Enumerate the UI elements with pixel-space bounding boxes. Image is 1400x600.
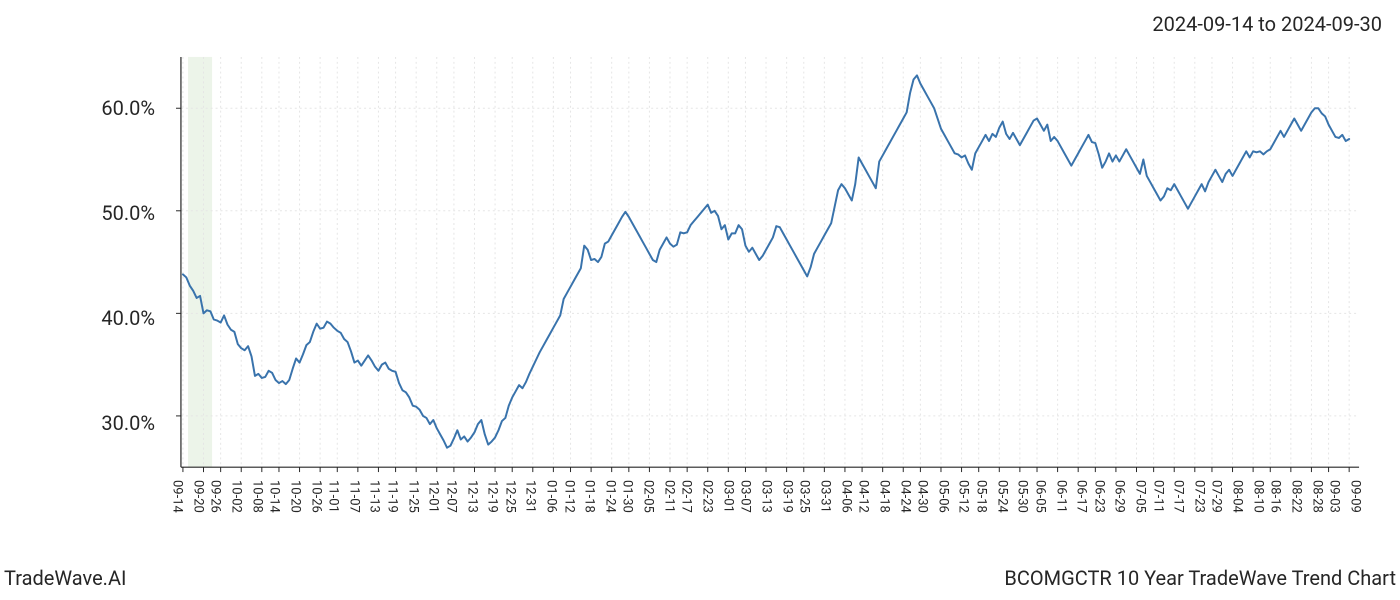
x-tick-label: 02-11 <box>661 480 676 513</box>
x-tick-label: 12-31 <box>523 480 538 513</box>
date-range-label: 2024-09-14 to 2024-09-30 <box>1152 12 1382 36</box>
x-tick-label: 06-29 <box>1112 480 1127 513</box>
x-tick-label: 08-16 <box>1268 480 1283 513</box>
x-tick-label: 12-13 <box>464 480 479 513</box>
y-tick-label: 50.0% <box>101 201 155 225</box>
x-tick-label: 06-23 <box>1091 480 1106 513</box>
x-tick-label: 04-12 <box>856 480 871 513</box>
x-tick-label: 04-30 <box>914 480 929 513</box>
x-tick-label: 11-19 <box>384 480 399 513</box>
x-tick-label: 10-14 <box>267 480 282 513</box>
x-tick-label: 12-07 <box>443 480 458 513</box>
x-tick-label: 07-23 <box>1192 480 1207 513</box>
y-tick-label: 40.0% <box>101 306 155 330</box>
x-tick-label: 04-06 <box>838 480 853 513</box>
y-tick-label: 60.0% <box>101 96 155 120</box>
x-tick-label: 04-24 <box>897 480 912 513</box>
x-tick-label: 03-31 <box>817 480 832 513</box>
x-tick-label: 11-13 <box>367 480 382 513</box>
x-tick-label: 07-05 <box>1133 480 1148 513</box>
x-tick-label: 09-20 <box>190 480 205 513</box>
x-tick-label: 10-08 <box>249 480 264 513</box>
x-tick-label: 01-30 <box>620 480 635 513</box>
x-tick-label: 05-30 <box>1015 480 1030 513</box>
x-tick-label: 11-07 <box>346 480 361 513</box>
x-tick-label: 03-13 <box>759 480 774 513</box>
x-tick-label: 11-25 <box>405 480 420 513</box>
x-tick-label: 03-01 <box>720 480 735 513</box>
x-tick-label: 06-11 <box>1053 480 1068 513</box>
x-tick-label: 03-19 <box>779 480 794 513</box>
x-tick-label: 12-25 <box>502 480 517 513</box>
y-axis: 30.0% 40.0% 50.0% 60.0% <box>0 55 165 475</box>
x-tick-label: 02-05 <box>641 480 656 513</box>
x-tick-label: 07-17 <box>1171 480 1186 513</box>
x-tick-label: 10-02 <box>228 480 243 513</box>
x-tick-label: 07-29 <box>1209 480 1224 513</box>
x-tick-label: 09-09 <box>1348 480 1363 513</box>
x-tick-label: 05-06 <box>935 480 950 513</box>
x-tick-label: 01-06 <box>544 480 559 513</box>
x-tick-label: 11-01 <box>325 480 340 513</box>
x-tick-label: 01-12 <box>561 480 576 513</box>
x-tick-label: 08-10 <box>1250 480 1265 513</box>
x-tick-label: 07-11 <box>1150 480 1165 513</box>
x-tick-label: 10-20 <box>287 480 302 513</box>
line-chart <box>175 55 1365 475</box>
x-tick-label: 05-18 <box>973 480 988 513</box>
x-tick-label: 06-17 <box>1074 480 1089 513</box>
x-tick-label: 08-22 <box>1289 480 1304 513</box>
brand-label: TradeWave.AI <box>4 566 126 590</box>
x-tick-label: 03-07 <box>738 480 753 513</box>
x-tick-label: 03-25 <box>797 480 812 513</box>
chart-title: BCOMGCTR 10 Year TradeWave Trend Chart <box>1004 566 1396 590</box>
y-tick-label: 30.0% <box>101 411 155 435</box>
x-tick-label: 05-24 <box>994 480 1009 513</box>
x-axis: 09-1409-2009-2610-0210-0810-1410-2010-26… <box>175 480 1365 560</box>
x-tick-label: 01-18 <box>582 480 597 513</box>
x-tick-label: 01-24 <box>603 480 618 513</box>
x-tick-label: 05-12 <box>956 480 971 513</box>
x-tick-label: 10-26 <box>308 480 323 513</box>
x-tick-label: 02-17 <box>679 480 694 513</box>
x-tick-label: 08-28 <box>1309 480 1324 513</box>
x-tick-label: 02-23 <box>700 480 715 513</box>
x-tick-label: 12-01 <box>426 480 441 513</box>
x-tick-label: 06-05 <box>1032 480 1047 513</box>
x-tick-label: 09-03 <box>1327 480 1342 513</box>
x-tick-label: 09-14 <box>170 480 185 513</box>
x-tick-label: 09-26 <box>208 480 223 513</box>
x-tick-label: 08-04 <box>1230 480 1245 513</box>
x-tick-label: 12-19 <box>485 480 500 513</box>
x-tick-label: 04-18 <box>876 480 891 513</box>
